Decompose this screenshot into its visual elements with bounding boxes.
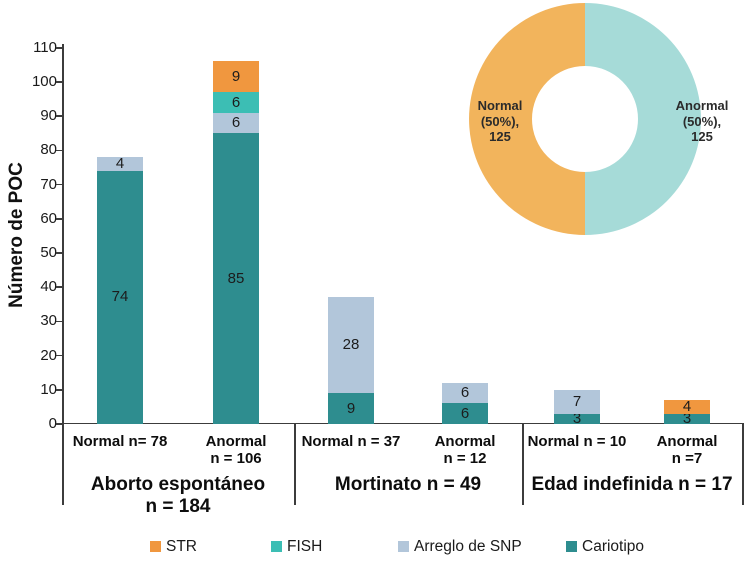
bar-category-label: Anormal n = 12: [434, 433, 496, 467]
y-tick-label: 110: [33, 38, 57, 56]
y-tick-label: 50: [40, 244, 57, 261]
y-tick-mark: [56, 47, 63, 49]
bar-category-label: Normal n = 37: [301, 433, 401, 450]
bar-segment-label: 3: [682, 409, 692, 427]
group-divider: [522, 422, 524, 505]
y-tick-mark: [56, 252, 63, 254]
group-label: Mortinato n = 49: [334, 474, 482, 495]
donut-slice-label: Normal (50%), 125: [477, 98, 523, 144]
bar-segment-label: 74: [111, 288, 129, 306]
legend-swatch: [398, 541, 409, 552]
y-tick-mark: [56, 183, 63, 186]
bar-segment: 6: [442, 403, 488, 424]
y-tick-mark: [56, 149, 63, 152]
legend-swatch: [566, 541, 577, 552]
bar-segment: 28: [328, 297, 374, 394]
y-tick-label: 60: [40, 209, 57, 227]
group-divider: [742, 422, 744, 505]
bar-segment: 4: [97, 155, 143, 173]
bar-segment-label: 85: [227, 269, 245, 287]
y-tick-mark: [56, 423, 63, 425]
bar-segment: 3: [664, 409, 710, 427]
bar-segment-label: 9: [346, 399, 356, 417]
bar-segment-label: 28: [342, 336, 360, 354]
legend-label: STR: [166, 538, 197, 555]
bar-segment-label: 4: [115, 155, 125, 173]
legend-label: Cariotipo: [582, 538, 645, 555]
bar-segment-label: 6: [231, 114, 241, 132]
bar-segment-label: 3: [572, 409, 582, 427]
bar-segment-label: 9: [231, 67, 241, 85]
y-tick-label: 70: [40, 175, 57, 193]
legend-item: STR: [150, 538, 197, 555]
group-label: Edad indefinida n = 17: [531, 474, 733, 495]
bar-segment: 7: [554, 389, 600, 414]
group-label: Aborto espontáneo n = 184: [90, 474, 266, 517]
bar-segment-label: 7: [572, 392, 582, 410]
y-tick-label: 30: [40, 312, 57, 330]
y-tick-mark: [56, 286, 63, 288]
bar-segment: 74: [97, 170, 143, 424]
y-tick-mark: [56, 320, 63, 323]
y-axis-line: [62, 44, 64, 424]
legend-label: Arreglo de SNP: [414, 538, 522, 555]
y-tick-label: 80: [40, 141, 57, 159]
bar-segment: 85: [213, 133, 259, 424]
y-tick-mark: [56, 389, 63, 391]
y-tick-label: 40: [40, 278, 57, 296]
legend-item: Arreglo de SNP: [398, 538, 522, 555]
donut-slice-label: Anormal (50%), 125: [675, 98, 729, 144]
bar-segment: 9: [328, 393, 374, 424]
bar-segment-label: 4: [682, 397, 692, 415]
group-divider: [62, 422, 64, 505]
legend-swatch: [150, 541, 161, 552]
y-tick-label: 90: [40, 107, 57, 125]
bar-segment-label: 6: [231, 93, 241, 111]
y-tick-label: 100: [31, 73, 57, 90]
y-tick-mark: [56, 354, 63, 357]
bar-segment: 9: [213, 61, 259, 93]
y-axis-title: Número de POC: [6, 162, 27, 308]
bar-category-label: Anormal n =7: [656, 433, 718, 467]
y-tick-label: 10: [40, 380, 57, 398]
y-tick-label: 0: [48, 415, 57, 432]
y-tick-label: 20: [40, 346, 57, 364]
legend-label: FISH: [287, 538, 323, 555]
bar-segment: 4: [664, 397, 710, 415]
y-tick-mark: [56, 81, 63, 83]
bar-segment-label: 6: [460, 404, 470, 422]
x-axis-line: [62, 422, 742, 424]
bar-category-label: Normal n= 78: [72, 433, 168, 450]
y-tick-mark: [56, 115, 63, 117]
bar-segment: 3: [554, 409, 600, 427]
bar-segment: 6: [213, 112, 259, 134]
bar-segment: 6: [213, 92, 259, 113]
bar-segment: 6: [442, 382, 488, 404]
legend-item: Cariotipo: [566, 538, 645, 555]
y-tick-mark: [56, 218, 63, 220]
bar-category-label: Anormal n = 106: [205, 433, 267, 467]
group-divider: [294, 422, 296, 505]
bar-segment-label: 6: [460, 384, 470, 402]
legend-item: FISH: [271, 538, 323, 555]
legend-swatch: [271, 541, 282, 552]
bar-category-label: Normal n = 10: [527, 433, 627, 450]
